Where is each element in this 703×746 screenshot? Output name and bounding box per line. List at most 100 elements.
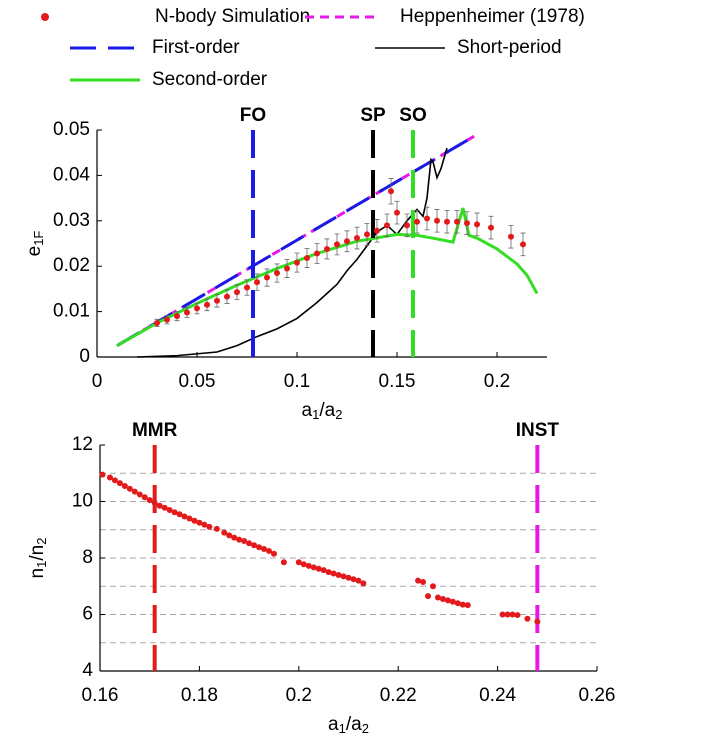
label-part: a [328, 714, 339, 735]
data-point [213, 525, 220, 532]
data-point [206, 523, 213, 530]
axis-label: a1/a2 [302, 400, 343, 422]
data-point [126, 485, 133, 492]
label-part: /a [319, 400, 335, 421]
x-tick-label: 0.24 [479, 685, 516, 706]
label-part: n [27, 568, 48, 579]
data-point [415, 577, 422, 584]
data-point [191, 517, 198, 524]
data-point [184, 309, 190, 316]
subscript: 2 [34, 538, 49, 545]
data-point [164, 316, 170, 323]
data-point [425, 593, 432, 600]
data-point [335, 571, 342, 578]
marker-label: SO [399, 105, 426, 126]
data-point [384, 222, 390, 229]
x-tick-label: 0.15 [379, 371, 416, 392]
data-point [459, 601, 466, 608]
legend-swatch [41, 13, 49, 21]
data-point [214, 297, 220, 304]
label-part: /n [27, 545, 48, 561]
legend-label: N-body Simulation [155, 6, 310, 27]
data-point [261, 545, 268, 552]
subscript: 2 [335, 407, 342, 422]
data-point [284, 265, 290, 272]
data-point [314, 250, 320, 257]
data-point [171, 509, 178, 516]
data-point [334, 241, 340, 248]
marker-label: FO [240, 105, 266, 126]
data-point [294, 259, 300, 266]
y-tick-label: 0.05 [53, 119, 90, 140]
data-point [251, 542, 258, 549]
y-tick-label: 0 [79, 346, 90, 367]
data-point [201, 521, 208, 528]
data-point [131, 488, 138, 495]
data-point [464, 602, 471, 609]
subscript: 1 [339, 721, 346, 736]
data-point [354, 235, 360, 242]
data-point [508, 233, 514, 240]
data-point [244, 284, 250, 291]
data-point [315, 565, 322, 572]
data-point [434, 594, 441, 601]
data-point [246, 540, 253, 547]
legend-label: Short-period [457, 37, 562, 58]
data-point [270, 550, 277, 557]
x-tick-label: 0.22 [380, 685, 417, 706]
label-part: /a [346, 714, 362, 735]
data-point [256, 544, 263, 551]
x-tick-label: 0.16 [82, 685, 119, 706]
legend-label: Second-order [152, 69, 268, 90]
data-point [514, 612, 521, 619]
data-point [151, 499, 158, 506]
data-point [330, 570, 337, 577]
data-point [136, 491, 143, 498]
data-point [221, 529, 228, 536]
data-point [424, 215, 430, 222]
data-point [504, 611, 511, 618]
x-tick-label: 0.2 [484, 371, 510, 392]
subscript: 1 [312, 407, 319, 422]
data-point [280, 559, 287, 566]
data-point [345, 574, 352, 581]
data-point [264, 274, 270, 281]
subscript: 2 [362, 721, 369, 736]
x-tick-label: 0.2 [286, 685, 312, 706]
data-point [364, 231, 370, 238]
y-tick-label: 6 [82, 604, 93, 625]
y-tick-label: 0.03 [53, 210, 90, 231]
data-point [340, 573, 347, 580]
data-point [174, 313, 180, 320]
data-point [534, 618, 541, 625]
data-point [454, 600, 461, 607]
data-point [454, 218, 460, 225]
y-tick-label: 8 [82, 547, 93, 568]
data-point [444, 218, 450, 225]
data-point [414, 218, 420, 225]
data-point [310, 564, 317, 571]
data-point [520, 241, 526, 248]
data-point [224, 293, 230, 300]
y-tick-label: 10 [72, 491, 93, 512]
legend-label: First-order [152, 37, 240, 58]
data-point [234, 289, 240, 296]
x-tick-label: 0.26 [579, 685, 616, 706]
axis-label: e1F [24, 231, 46, 257]
series-line [116, 133, 478, 347]
data-point [231, 534, 238, 541]
axis-label: n1/n2 [27, 538, 49, 579]
data-point [265, 547, 272, 554]
data-point [449, 598, 456, 605]
data-point [141, 494, 148, 501]
data-point [404, 222, 410, 229]
data-point [324, 245, 330, 252]
y-tick-label: 12 [72, 434, 93, 455]
y-tick-label: 4 [82, 660, 93, 681]
data-point [236, 536, 243, 543]
data-point [106, 474, 113, 481]
data-point [344, 238, 350, 245]
data-point [509, 611, 516, 618]
data-point [499, 611, 506, 618]
